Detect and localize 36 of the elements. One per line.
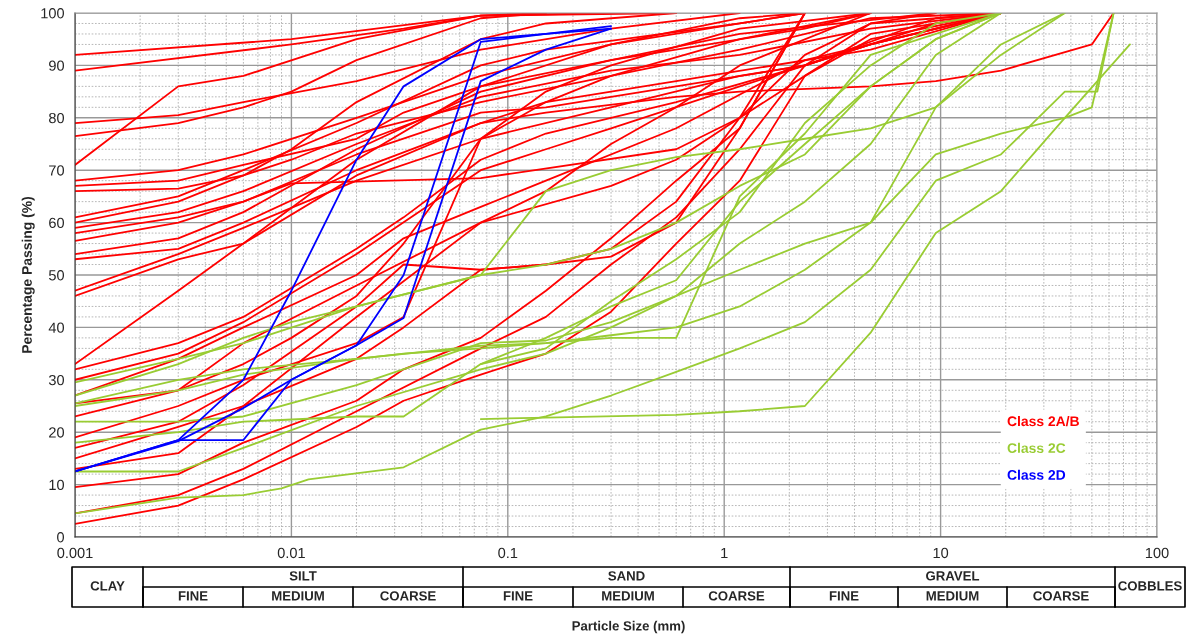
y-tick-label: 100 <box>41 8 65 19</box>
text: COBBLES <box>1118 581 1182 591</box>
x-tick-label: 10 <box>933 547 949 559</box>
text: MEDIUM <box>272 591 324 601</box>
x-axis-title: Particle Size (mm) <box>572 620 685 634</box>
x-tick-label: 0.1 <box>498 547 518 559</box>
text: MEDIUM <box>602 591 654 601</box>
y-tick-label: 30 <box>48 374 65 386</box>
y-tick-label: 20 <box>49 427 65 438</box>
text: COARSE <box>1033 591 1089 601</box>
y-tick-label: 40 <box>48 322 65 333</box>
y-tick-label: 10 <box>49 479 65 491</box>
y-tick-label: 90 <box>49 60 65 71</box>
text: SILT <box>289 571 317 581</box>
text: COARSE <box>380 591 436 601</box>
text: Class 2A/B <box>1007 415 1079 427</box>
text: CLAY <box>90 581 125 591</box>
y-tick-label: 60 <box>49 217 65 229</box>
x-tick-label: 0.001 <box>57 547 93 559</box>
text: FINE <box>178 591 208 601</box>
x-tick-label: 0.01 <box>277 547 305 559</box>
text: GRAVEL <box>926 571 980 581</box>
text: MEDIUM <box>926 591 979 601</box>
text: FINE <box>503 591 533 601</box>
x-tick-label: 100 <box>1145 547 1169 559</box>
text: FINE <box>829 591 859 601</box>
text: SAND <box>608 571 645 581</box>
y-tick-label: 80 <box>49 112 65 124</box>
x-tick-label: 1 <box>721 547 728 558</box>
y-tick-label: 50 <box>48 270 65 281</box>
text: Class 2D <box>1007 469 1066 480</box>
y-axis-title: Percentage Passing (%) <box>21 196 35 353</box>
y-tick-label: 0 <box>57 532 65 543</box>
text: Class 2C <box>1007 442 1066 453</box>
y-tick-label: 70 <box>49 165 65 176</box>
text: COARSE <box>708 591 765 601</box>
